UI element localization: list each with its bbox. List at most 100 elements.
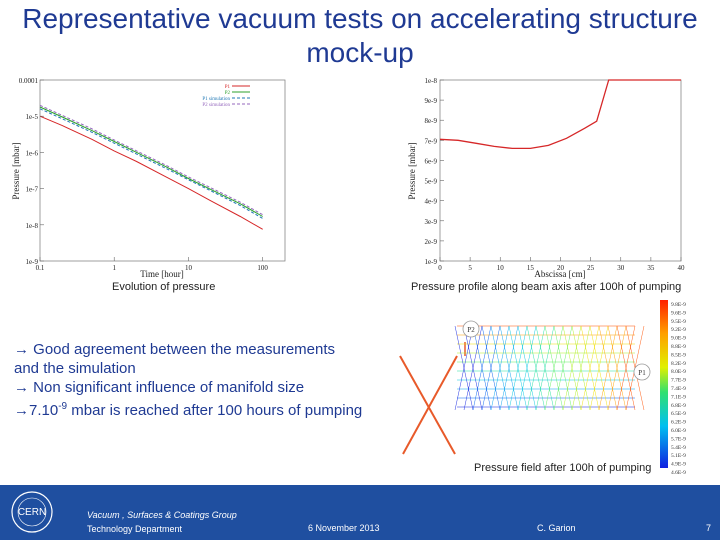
bullet-pressure-prefix: →7.10 xyxy=(14,402,59,419)
chart2-frame xyxy=(439,79,682,262)
footer-bar: CERN Vacuum , Surfaces & Coatings Group … xyxy=(0,485,720,540)
chart1-ylabel: Pressure [mbar] xyxy=(11,142,21,199)
field-mesh-diag xyxy=(526,325,546,411)
field-mesh-diag xyxy=(535,325,555,411)
scale-label: 9.2E-9 xyxy=(671,327,686,333)
scale-label: 4.6E-9 xyxy=(671,470,686,476)
footer-page: 7 xyxy=(706,523,712,533)
chart1-xtick-label: 0.1 xyxy=(36,264,45,272)
chart1-xtick-label: 1 xyxy=(112,264,116,272)
chart1-series-line xyxy=(39,106,263,217)
chart2-xtick-label: 40 xyxy=(678,264,686,272)
chart1-series-line xyxy=(39,115,263,230)
chart1-series-line xyxy=(39,104,263,216)
footer-group: Vacuum , Surfaces & Coatings Group xyxy=(87,510,237,520)
chart1-ytick-label: 1e-9 xyxy=(26,258,39,266)
chart2-xlabel: Abscissa [cm] xyxy=(534,269,585,279)
field-mesh-diag xyxy=(544,325,564,411)
scale-label: 8.8E-9 xyxy=(671,344,686,350)
field-mesh-diag xyxy=(571,325,591,411)
bullet-pressure-suffix: mbar is reached after 100 hours of pumpi… xyxy=(67,402,363,419)
scale-label: 7.4E-9 xyxy=(671,386,686,392)
color-scale xyxy=(660,300,668,468)
chart2-xtick-label: 25 xyxy=(587,264,595,272)
chart1-frame xyxy=(39,79,286,262)
chart2-ytick-label: 6e-9 xyxy=(425,157,438,165)
scale-label: 6.2E-9 xyxy=(671,420,686,426)
port-p1-label: P1 xyxy=(638,369,646,377)
pressure-field-figure: P2 P1 9.8E-9 9.6E-9 9.5E-9 9.2E-9 9.0E-9 8.8E… xyxy=(399,300,686,476)
port-p1: P1 xyxy=(633,363,651,381)
chart2-xtick-label: 10 xyxy=(497,264,505,272)
port-p2: P2 xyxy=(462,320,480,338)
chart2-ytick-label: 1e-8 xyxy=(425,77,438,85)
field-mesh-diag xyxy=(499,325,519,411)
chart1-legend-label: P1 xyxy=(225,85,231,90)
field-mesh-diag xyxy=(598,325,618,411)
scale-label: 9.5E-9 xyxy=(671,319,686,325)
chart1-ytick-label: 1e-8 xyxy=(26,222,39,230)
chart2-ytick-label: 5e-9 xyxy=(425,178,438,186)
chart2-ytick-label: 1e-9 xyxy=(425,258,438,266)
footer-dept: Technology Department xyxy=(87,524,183,534)
chart2-ylabel: Pressure [mbar] xyxy=(407,142,417,199)
chart1-legend-label: P2 simulation xyxy=(202,103,230,108)
cern-logo-text: CERN xyxy=(18,507,46,518)
pressure-time-chart: 0.0001 1e-5 1e-6 1e-7 1e-8 1e-9 0.1 1 10 100 P1 P… xyxy=(11,77,286,279)
manifold-lines xyxy=(399,342,466,455)
chart2-xtick-label: 15 xyxy=(527,264,535,272)
field-mesh-diag xyxy=(490,325,510,411)
field-mesh-diag xyxy=(517,325,537,411)
scale-label: 8.2E-9 xyxy=(671,361,686,367)
scale-label: 8.5E-9 xyxy=(671,352,686,358)
chart1-legend-label: P1 simulation xyxy=(202,97,230,102)
bullet-pressure: →7.10-9 mbar is reached after 100 hours … xyxy=(14,397,364,420)
field-mesh-diag xyxy=(589,325,609,411)
field-mesh-diag xyxy=(607,325,627,411)
scale-label: 5.4E-9 xyxy=(671,445,686,451)
footer-author: C. Garion xyxy=(537,523,576,533)
bullet-manifold: → Non significant influence of manifold … xyxy=(14,379,305,396)
chart2-ytick-label: 4e-9 xyxy=(425,198,438,206)
scale-label: 6.8E-9 xyxy=(671,403,686,409)
conclusions-text: → Good agreement between the measurement… xyxy=(14,340,364,420)
scale-label: 6.0E-9 xyxy=(671,428,686,434)
chart1-xtick-label: 100 xyxy=(257,264,268,272)
cern-logo: CERN xyxy=(11,491,53,533)
field-mesh-diag xyxy=(616,325,636,411)
caption-profile: Pressure profile along beam axis after 1… xyxy=(411,281,682,293)
scale-label: 5.7E-9 xyxy=(671,436,686,442)
field-mesh-diag xyxy=(454,325,474,411)
scale-label: 5.1E-9 xyxy=(671,453,686,459)
footer-date: 6 November 2013 xyxy=(308,523,380,533)
pressure-profile-chart: 1e-8 9e-9 8e-9 7e-9 6e-9 5e-9 4e-9 3e-9 2e-9 1e-9… xyxy=(407,77,686,279)
chart2-xtick-label: 0 xyxy=(438,264,442,272)
chart1-series-line xyxy=(39,108,263,219)
chart1-ytick-label: 0.0001 xyxy=(19,77,39,85)
slide-title: Representative vacuum tests on accelerat… xyxy=(22,3,698,68)
caption-field: Pressure field after 100h of pumping xyxy=(474,462,652,474)
chart1-ytick-label: 1e-6 xyxy=(26,149,39,157)
chart2-xtick-label: 30 xyxy=(617,264,625,272)
chart2-ytick-label: 8e-9 xyxy=(425,117,438,125)
scale-label: 4.9E-9 xyxy=(671,462,686,468)
field-mesh-diag xyxy=(508,325,528,411)
chart2-xtick-label: 5 xyxy=(468,264,472,272)
caption-evolution: Evolution of pressure xyxy=(112,281,216,293)
scale-label: 9.0E-9 xyxy=(671,336,686,342)
bullet-pressure-exponent: -9 xyxy=(58,401,68,412)
chart1-ytick-label: 1e-7 xyxy=(26,186,39,194)
port-p2-label: P2 xyxy=(467,326,475,334)
chart2-ytick-label: 7e-9 xyxy=(425,137,438,145)
chart2-ytick-label: 2e-9 xyxy=(425,238,438,246)
chart2-series-line xyxy=(439,79,681,150)
scale-label: 9.8E-9 xyxy=(671,302,686,308)
chart1-xtick-label: 10 xyxy=(185,264,193,272)
scale-label: 9.6E-9 xyxy=(671,310,686,316)
scale-label: 8.0E-9 xyxy=(671,369,686,375)
chart1-ytick-label: 1e-5 xyxy=(26,113,39,121)
field-mesh-diag xyxy=(463,325,483,411)
field-mesh-diag xyxy=(562,325,582,411)
chart2-xtick-label: 35 xyxy=(647,264,655,272)
field-mesh-diag xyxy=(481,325,501,411)
